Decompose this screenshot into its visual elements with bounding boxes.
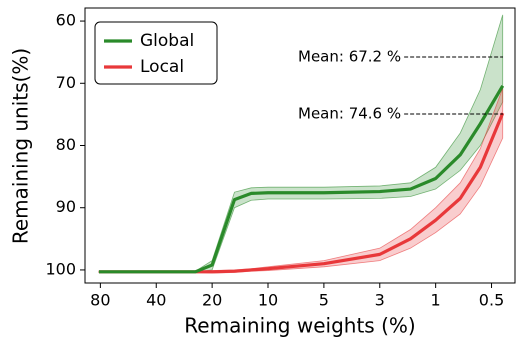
- x-tick-label: 40: [146, 291, 166, 310]
- y-tick-label: 70: [56, 73, 76, 92]
- x-tick-label: 0.5: [479, 291, 504, 310]
- x-tick-label: 80: [90, 291, 110, 310]
- confidence-band: [98, 14, 504, 273]
- annotation: Mean: 74.6 %: [298, 105, 401, 123]
- legend-label: Global: [140, 31, 194, 51]
- line: [98, 84, 505, 274]
- y-tick-label: 90: [56, 197, 76, 216]
- x-axis-label: Remaining weights (%): [184, 314, 415, 338]
- x-tick-label: 1: [431, 291, 441, 310]
- x-tick-label: 5: [319, 291, 329, 310]
- y-tick-label: 100: [45, 259, 76, 278]
- annotation: Mean: 67.2 %: [298, 48, 401, 66]
- y-tick-label: 80: [56, 135, 76, 154]
- line: [98, 112, 505, 274]
- x-tick-label: 3: [375, 291, 385, 310]
- x-tick-label: 20: [202, 291, 222, 310]
- x-tick-label: 10: [258, 291, 278, 310]
- y-tick-label: 60: [56, 11, 76, 30]
- legend-label: Local: [140, 57, 184, 77]
- y-axis-label: Remaining units(%): [9, 48, 33, 244]
